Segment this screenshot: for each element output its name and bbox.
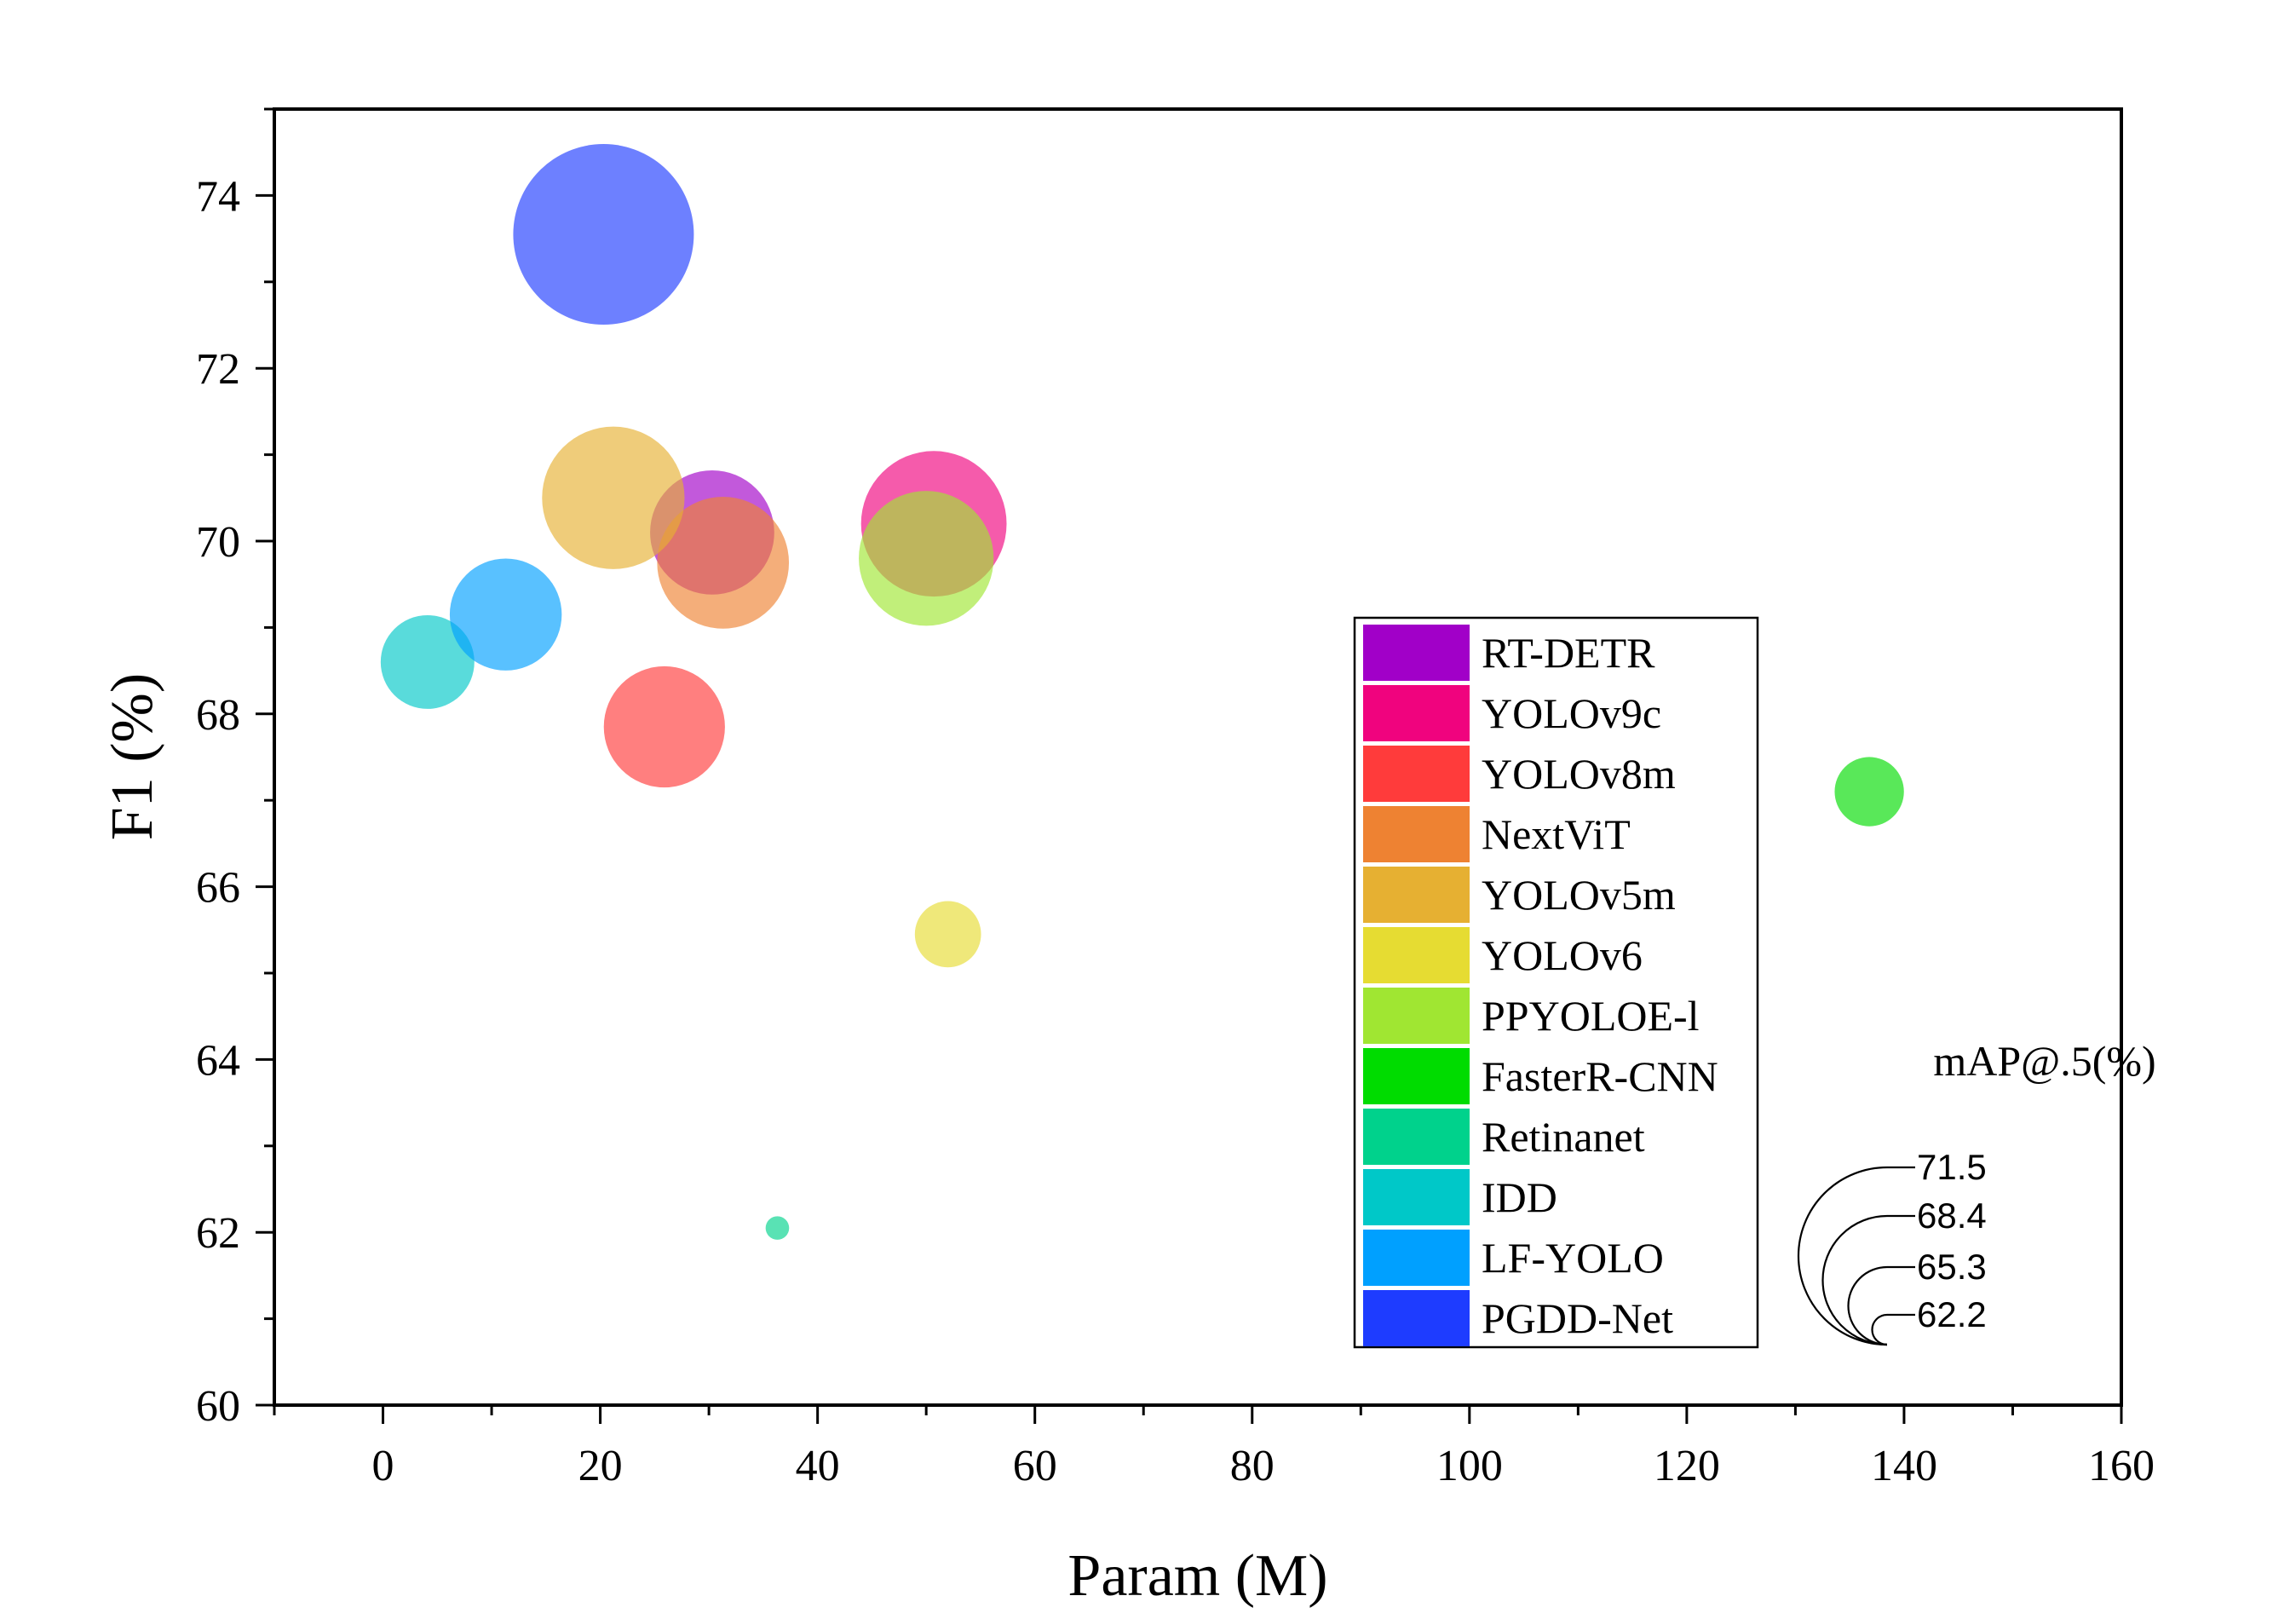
bubble-retinanet [765,1216,790,1240]
size-legend-items: 71.5 68.4 65.3 62.2 [1797,1147,1987,1346]
y-tick-label: 70 [196,518,240,567]
legend-swatch [1363,1109,1470,1165]
y-tick-label: 62 [196,1209,240,1258]
legend-label: RT-DETR [1482,629,1655,677]
bubble-yolov8m [603,665,725,788]
bubble-fasterr-cnn [1834,757,1904,827]
x-tick-label: 40 [796,1442,840,1490]
y-tick-label: 68 [196,691,240,740]
legend-swatch [1363,1230,1470,1286]
legend-swatch [1363,1290,1470,1346]
size-legend-label: 62.2 [1917,1294,1987,1334]
legend-label: IDD [1482,1173,1557,1221]
y-tick-label: 66 [196,864,240,913]
legend-label: YOLOv5m [1482,871,1676,919]
bubble-ppyoloe-l [859,491,994,626]
legend: RT-DETR YOLOv9c YOLOv8m NextViT YOLOv5m YOLOv… [1353,616,1759,1349]
legend-swatch [1363,1048,1470,1104]
axes: 0 20 40 60 80 100 120 140 160 60 62 64 66 68 70 72 74 [196,107,2155,1490]
x-tick-label: 20 [578,1442,623,1490]
x-tick-label: 140 [1871,1442,1937,1490]
bubble-pgdd-net [513,144,694,326]
legend-items: RT-DETR YOLOv9c YOLOv8m NextViT YOLOv5m YOLOv… [1363,625,1718,1346]
legend-label: PGDD-Net [1482,1294,1673,1342]
x-tick-label: 0 [372,1442,394,1490]
size-legend-label: 65.3 [1917,1247,1987,1287]
bubble-yolov6 [914,901,981,968]
size-legend: mAP@.5(%) 71.5 68.4 65.3 62.2 [1797,1037,2156,1346]
size-legend-arc [1797,1166,1888,1346]
y-tick-label: 64 [196,1036,240,1085]
x-tick-label: 80 [1230,1442,1275,1490]
x-tick-label: 60 [1013,1442,1057,1490]
size-legend-label: 71.5 [1917,1147,1987,1187]
y-tick-label: 74 [196,172,240,221]
size-legend-title: mAP@.5(%) [1933,1037,2155,1085]
size-legend-label: 68.4 [1917,1196,1987,1236]
y-axis-title: F1 (%) [100,673,165,840]
legend-label: NextViT [1482,810,1631,858]
bubble-yolov5m [542,426,685,569]
size-legend-arc [1821,1214,1888,1346]
plot-frame [273,107,2123,1407]
legend-label: FasterR-CNN [1482,1052,1718,1100]
legend-label: PPYOLOE-l [1482,992,1700,1040]
legend-swatch [1363,867,1470,923]
x-tick-label: 160 [2088,1442,2155,1490]
legend-label: Retinanet [1482,1113,1645,1161]
y-tick-label: 72 [196,345,240,394]
x-axis-title: Param (M) [1067,1543,1327,1609]
legend-swatch [1363,746,1470,802]
x-tick-label: 100 [1436,1442,1503,1490]
size-legend-arc [1871,1313,1888,1346]
size-legend-arc [1847,1265,1888,1346]
bubble-layer [380,144,1904,1240]
legend-swatch [1363,625,1470,681]
legend-label: YOLOv6 [1482,931,1643,979]
legend-swatch [1363,685,1470,741]
x-tick-label: 120 [1654,1442,1720,1490]
legend-label: LF-YOLO [1482,1234,1664,1282]
legend-label: YOLOv9c [1482,689,1661,737]
legend-label: YOLOv8m [1482,750,1676,798]
y-tick-label: 60 [196,1382,240,1431]
bubble-lf-yolo [449,558,562,671]
legend-swatch [1363,1169,1470,1225]
legend-swatch [1363,927,1470,983]
legend-swatch [1363,988,1470,1044]
bubble-nextvit [657,496,790,629]
legend-swatch [1363,806,1470,862]
bubble-idd [380,614,475,709]
